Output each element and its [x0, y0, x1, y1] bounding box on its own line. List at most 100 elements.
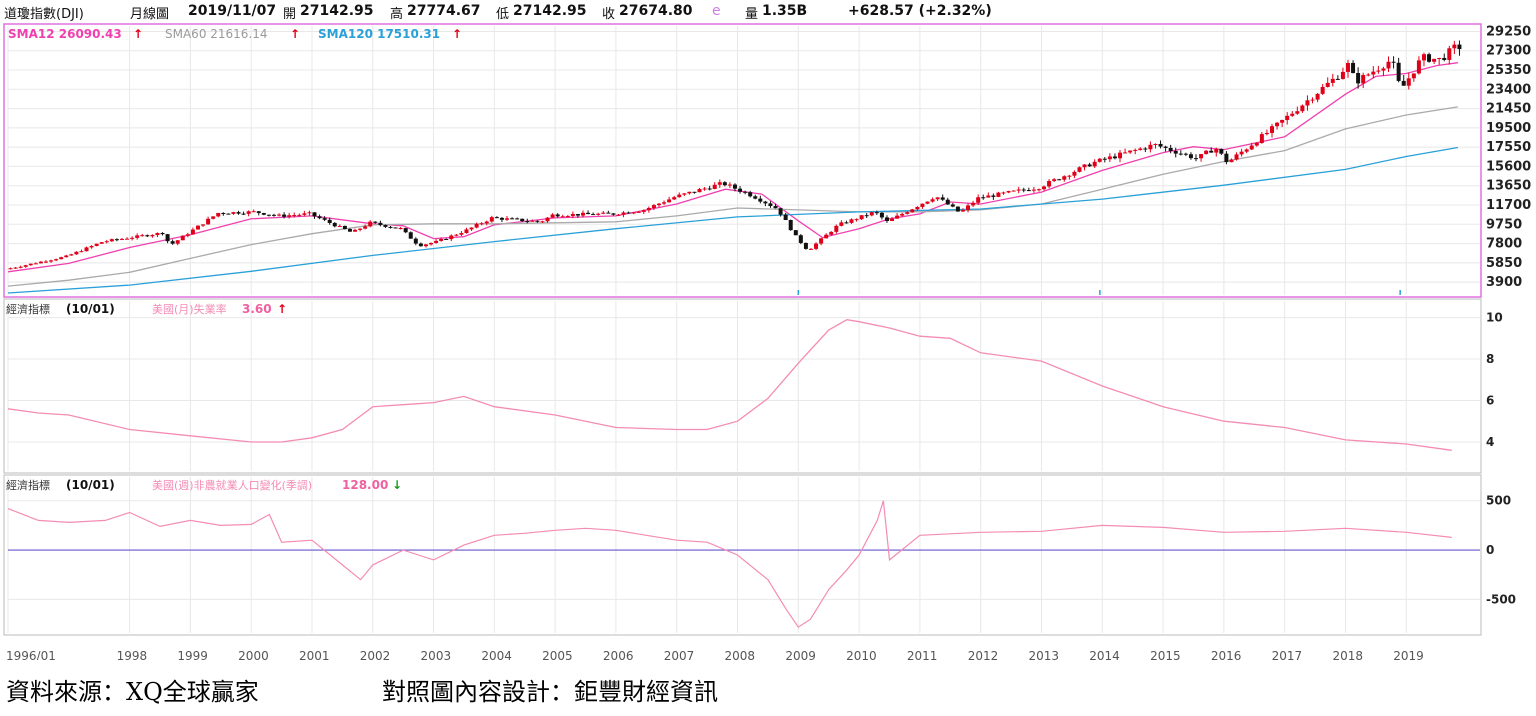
candle-body [1219, 148, 1224, 154]
high-label: 高 [390, 7, 404, 22]
axis-labels: 1996/01 1998 1999 2000 2001 2002 2003 2004 2005 2… [6, 24, 1531, 660]
candle-body [1269, 126, 1274, 133]
candle-body [1224, 153, 1229, 163]
candle-body [1042, 186, 1047, 190]
candle-body [363, 226, 368, 229]
candle-body [292, 215, 297, 217]
candle-body [1452, 44, 1457, 49]
candle-body [1006, 191, 1011, 193]
y-tick-label: 9750 [1486, 217, 1522, 232]
x-tick-label: 2006 [603, 649, 634, 660]
candle-body [641, 210, 646, 212]
candle-body [59, 257, 64, 260]
candle-body [515, 218, 520, 220]
candle-body [150, 235, 155, 237]
candle-body [925, 201, 930, 204]
candle-body [79, 251, 84, 253]
y-tick-label: 19500 [1486, 121, 1531, 136]
candle-body [1097, 158, 1102, 162]
candle-body [682, 193, 687, 195]
stock-chart: 1996/01 1998 1999 2000 2001 2002 2003 2004 2005 2… [3, 23, 1531, 660]
candle-body [74, 251, 79, 255]
candle-body [1102, 158, 1107, 160]
price-panel-frame [3, 23, 1482, 298]
candle-body [1107, 156, 1112, 160]
candle-body [702, 188, 707, 190]
candle-body [353, 229, 358, 232]
candle-body [1062, 176, 1067, 180]
candle-body [1330, 78, 1335, 83]
candle-body [540, 221, 545, 223]
candle-body [1391, 61, 1396, 63]
volume-label: 量 [745, 7, 759, 22]
candle-body [413, 238, 418, 244]
candle-body [489, 217, 494, 222]
y-tick-label: 25350 [1486, 63, 1531, 78]
candle-body [64, 255, 69, 258]
candle-body [849, 219, 854, 223]
y-tick-label: 15600 [1486, 159, 1531, 174]
candle-body [1209, 150, 1214, 153]
candle-body [1361, 75, 1366, 84]
candle-body [621, 212, 626, 215]
candle-body [140, 235, 145, 237]
candle-body [1082, 164, 1087, 168]
candle-body [398, 228, 403, 230]
candle-body [636, 211, 641, 213]
candle-body [1239, 151, 1244, 155]
candle-body [28, 263, 33, 266]
y-tick-label: 4 [1486, 435, 1494, 449]
candle-body [1325, 82, 1330, 87]
sma60-line [7, 106, 1459, 287]
y-tick-label: 27300 [1486, 44, 1531, 59]
candle-body [1133, 149, 1138, 151]
y-tick-label: 29250 [1486, 24, 1531, 39]
candle-body [1249, 145, 1254, 150]
candle-body [1204, 150, 1209, 155]
grid [7, 26, 1480, 633]
candle-body [844, 222, 849, 224]
candle-body [697, 189, 702, 193]
candle-body [1148, 144, 1153, 150]
y-tick-label: 21450 [1486, 102, 1531, 117]
panel2-series-name: 美國(月)失業率 [152, 302, 227, 316]
sma120-line [7, 146, 1459, 294]
sma12-legend: SMA12 26090.43 [8, 27, 122, 41]
candle-body [459, 233, 464, 235]
sma60-arrow-icon: ↑ [290, 27, 300, 41]
x-tick-label: 2000 [238, 649, 269, 660]
candle-body [464, 229, 469, 234]
candle-body [651, 205, 656, 208]
candle-body [667, 199, 672, 203]
candle-body [125, 238, 130, 240]
x-tick-label: 2005 [542, 649, 573, 660]
candle-body [1254, 143, 1259, 146]
candle-body [991, 195, 996, 197]
candle-body [185, 234, 190, 236]
candle-body [201, 224, 206, 226]
payroll-line [7, 500, 1452, 628]
candle-body [1047, 181, 1052, 187]
candle-body [439, 238, 444, 241]
candle-body [672, 197, 677, 200]
candle-body [114, 239, 119, 241]
candle-body [631, 212, 636, 214]
candle-body [1178, 153, 1183, 155]
candle-body [976, 197, 981, 203]
candle-body [307, 212, 312, 214]
candle-body [1031, 189, 1036, 191]
panel2-arrow-icon: ↑ [277, 302, 287, 316]
x-tick-label: 2018 [1332, 649, 1363, 660]
candle-body [388, 226, 393, 228]
unemployment-panel-frame [3, 298, 1482, 474]
candle-body [783, 214, 788, 221]
candle-body [1001, 192, 1006, 194]
candle-body [175, 240, 180, 244]
x-tick-label: 2011 [907, 649, 938, 660]
sma12-arrow-icon: ↑ [133, 27, 143, 41]
candle-body [1335, 78, 1340, 80]
x-tick-label: 2014 [1089, 649, 1120, 660]
candle-body [43, 261, 48, 263]
candle-body [1386, 61, 1391, 69]
x-tick-label: 2003 [421, 649, 452, 660]
